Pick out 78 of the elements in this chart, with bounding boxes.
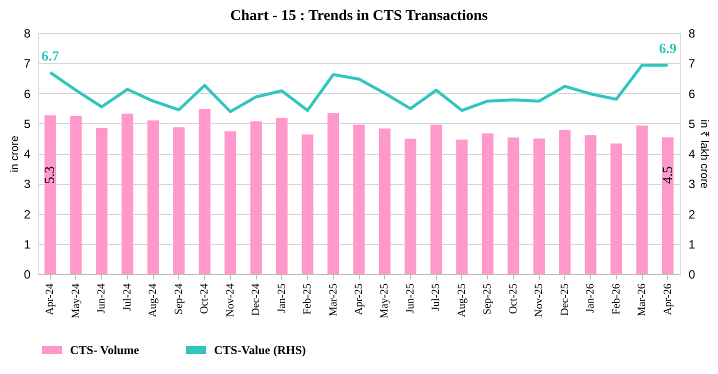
y-tick-label: 4 — [24, 147, 31, 161]
data-label: 5.3 — [43, 166, 58, 184]
x-tick-label: Oct-24 — [198, 283, 211, 314]
bar — [198, 108, 210, 274]
x-tick-label: Feb-26 — [610, 283, 622, 315]
x-tick-label: Nov-25 — [533, 283, 546, 318]
y-axis-title: in crore — [8, 136, 21, 172]
x-tick-label: May-24 — [70, 283, 82, 318]
bar — [276, 118, 288, 274]
x-tick-label: Mar-25 — [327, 283, 340, 316]
bar — [482, 133, 494, 274]
y-tick-label: 3 — [24, 177, 31, 192]
bar — [173, 127, 185, 274]
data-label: 6.9 — [659, 42, 677, 58]
x-tick-label: Jul-25 — [430, 283, 442, 311]
bar — [662, 137, 674, 274]
x-tick-label: Jan-25 — [276, 283, 288, 313]
bar — [378, 128, 391, 274]
x-tick-label: Feb-25 — [302, 283, 314, 315]
y2-axis-title: in ₹ lakh crore — [698, 120, 710, 188]
y-tick-label: 8 — [24, 26, 31, 40]
bar — [508, 138, 520, 274]
y-tick-label: 2 — [24, 207, 31, 222]
x-tick-label: Sep-24 — [172, 283, 185, 315]
y2-tick-label: 2 — [688, 207, 696, 222]
x-tick-label: Aug-25 — [456, 283, 468, 318]
y-tick-label: 6 — [24, 86, 31, 101]
bar — [44, 115, 56, 274]
x-tick-label: Aug-24 — [147, 283, 160, 318]
x-tick-label: Jan-26 — [584, 283, 597, 313]
x-tick-label: Apr-25 — [353, 283, 365, 316]
bar — [533, 138, 545, 274]
y2-tick-label: 5 — [688, 116, 696, 131]
bar — [456, 140, 468, 274]
x-tick-label: Nov-24 — [224, 283, 236, 318]
x-tick-label: Jul-24 — [121, 283, 134, 311]
bar — [302, 134, 314, 274]
bar — [353, 124, 365, 274]
x-tick-label: Dec-24 — [250, 283, 262, 316]
x-tick-label: Dec-25 — [558, 283, 571, 316]
bar — [559, 130, 571, 274]
y2-tick-label: 0 — [688, 268, 696, 282]
bar — [404, 138, 416, 274]
x-tick-label: Sep-25 — [482, 283, 494, 315]
legend-label: CTS- Volume — [70, 343, 140, 357]
x-tick-label: Jun-25 — [404, 283, 416, 314]
x-tick-label: Jun-24 — [96, 283, 108, 314]
y-tick-label: 1 — [24, 237, 31, 252]
x-tick-label: Mar-26 — [636, 283, 648, 316]
y2-tick-label: 3 — [688, 177, 696, 192]
x-tick-label: Apr-26 — [662, 283, 674, 316]
bar — [327, 113, 340, 274]
y-tick-label: 0 — [24, 268, 31, 282]
line-series — [48, 64, 670, 114]
y2-tick-label: 1 — [688, 237, 696, 252]
y-tick-label: 7 — [24, 56, 31, 71]
bar — [147, 120, 159, 274]
bar — [122, 114, 134, 274]
bar — [430, 124, 442, 274]
data-label: 4.5 — [660, 166, 676, 184]
y2-tick-label: 7 — [688, 56, 696, 71]
bar — [636, 125, 648, 274]
bar — [584, 135, 596, 274]
x-tick-label: Apr-24 — [44, 283, 56, 316]
chart-title: Chart - 15 : Trends in CTS Transactions — [230, 8, 488, 24]
x-tick-label: Oct-25 — [507, 283, 520, 314]
y2-tick-label: 6 — [688, 86, 696, 101]
bar — [96, 128, 108, 274]
bar — [250, 121, 262, 274]
bar — [610, 144, 622, 274]
y2-tick-label: 8 — [688, 26, 696, 40]
data-label: 6.7 — [41, 49, 59, 64]
y2-tick-label: 4 — [688, 147, 696, 161]
x-tick-label: May-25 — [378, 283, 391, 318]
y-tick-label: 5 — [24, 116, 31, 131]
bar — [70, 116, 82, 274]
bar — [224, 131, 236, 274]
legend-label: CTS-Value (RHS) — [214, 343, 306, 357]
